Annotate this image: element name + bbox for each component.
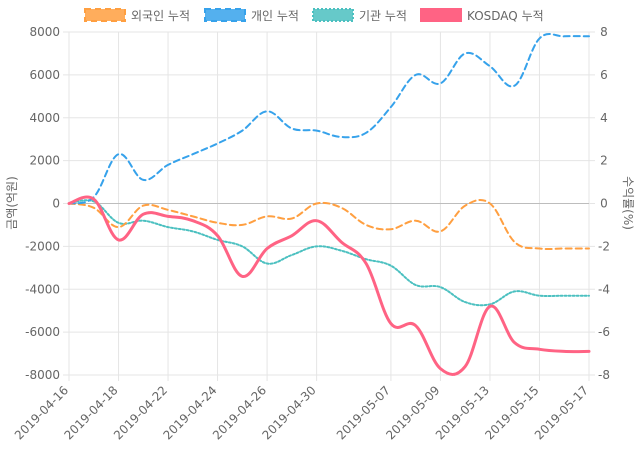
x-axis: 2019-04-162019-04-182019-04-222019-04-24… [12, 383, 591, 442]
legend-item-2[interactable]: 기관 누적 [312, 8, 407, 23]
legend-swatch [312, 8, 354, 22]
legend-label: 기관 누적 [359, 9, 407, 23]
y2-tick-label: 4 [600, 111, 608, 125]
y-tick-label: 2000 [29, 154, 60, 168]
grid [63, 31, 595, 381]
legend-label: KOSDAQ 누적 [467, 9, 544, 23]
x-tick-label: 2019-04-30 [260, 383, 319, 442]
y2-tick-label: -8 [598, 368, 610, 382]
x-tick-label: 2019-05-17 [532, 383, 591, 442]
y-tick-label: 8000 [29, 25, 60, 39]
y-axis-title: 금액(억원) [5, 176, 19, 230]
legend-swatch [204, 8, 246, 22]
series-line-0 [68, 198, 590, 251]
y2-tick-label: 2 [600, 154, 608, 168]
legend-item-0[interactable]: 외국인 누적 [84, 8, 190, 23]
y-tick-label: -2000 [25, 239, 60, 253]
y2-tick-label: -2 [598, 239, 610, 253]
y2-tick-label: -6 [598, 325, 610, 339]
y2-tick-label: 8 [600, 25, 608, 39]
y-tick-label: -6000 [25, 325, 60, 339]
series-line-3 [67, 195, 591, 376]
y-axis-left: 8000 6000 4000 2000 0 -2000 -4000 -6000 -8000 [25, 25, 60, 382]
y2-tick-label: 0 [600, 197, 608, 211]
series-lines [67, 32, 591, 376]
legend-swatch [420, 8, 462, 22]
y-tick-label: 0 [52, 197, 60, 211]
y-tick-label: -4000 [25, 282, 60, 296]
legend-label: 개인 누적 [251, 9, 299, 23]
y-tick-label: 6000 [29, 68, 60, 82]
series-line-1 [68, 32, 590, 205]
legend-swatch [84, 8, 126, 22]
y-tick-label: -8000 [25, 368, 60, 382]
series-line-2 [68, 199, 590, 307]
y2-tick-label: -4 [598, 282, 610, 296]
y-axis-right: 8 6 4 2 0 -2 -4 -6 -8 [598, 25, 610, 382]
legend[interactable]: 외국인 누적 개인 누적 기관 누적 KOSDAQ 누적 [84, 8, 544, 23]
legend-item-1[interactable]: 개인 누적 [204, 8, 299, 23]
legend-label: 외국인 누적 [131, 9, 190, 23]
y2-axis-title: 수익률(%) [621, 176, 635, 230]
legend-item-3[interactable]: KOSDAQ 누적 [420, 8, 544, 23]
y2-tick-label: 6 [600, 68, 608, 82]
y-tick-label: 4000 [29, 111, 60, 125]
